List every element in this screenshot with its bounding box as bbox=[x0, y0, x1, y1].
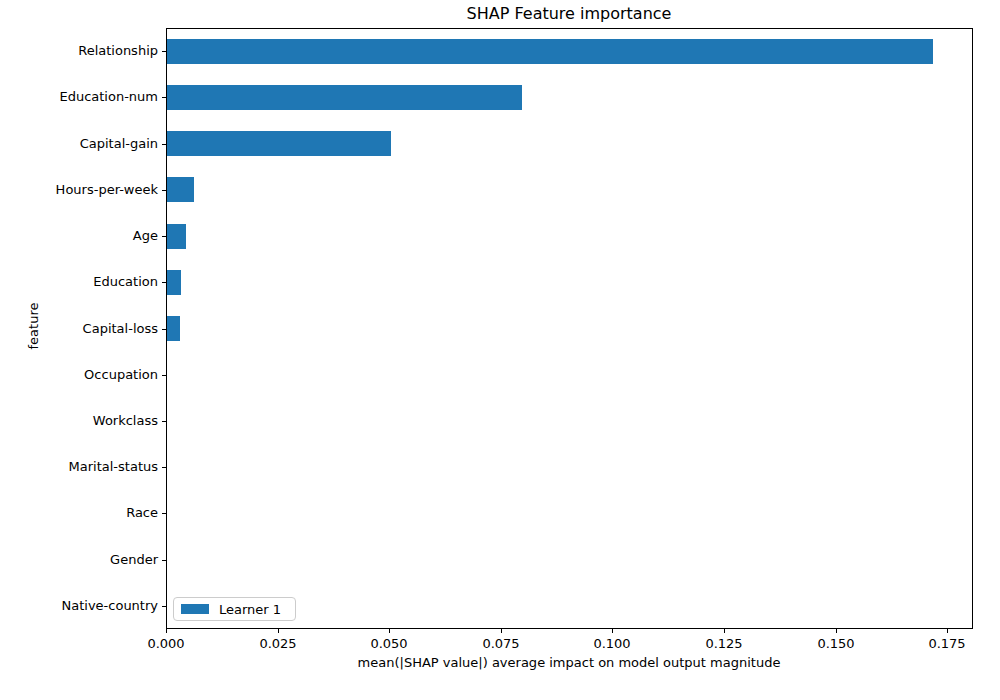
y-tick-label-gender: Gender bbox=[8, 551, 158, 569]
y-tick-label-capital-gain: Capital-gain bbox=[8, 135, 158, 153]
x-tick-mark bbox=[166, 629, 167, 633]
bar-education bbox=[167, 270, 181, 295]
y-tick-mark bbox=[162, 236, 166, 237]
x-tick-label: 0.125 bbox=[705, 636, 742, 651]
y-tick-label-native-country: Native-country bbox=[8, 597, 158, 615]
bar-capital-loss bbox=[167, 316, 180, 341]
chart-title: SHAP Feature importance bbox=[467, 4, 672, 23]
x-tick-label: 0.100 bbox=[593, 636, 630, 651]
x-tick-mark bbox=[612, 629, 613, 633]
y-tick-label-education-num: Education-num bbox=[8, 88, 158, 106]
bar-capital-gain bbox=[167, 131, 391, 156]
bar-education-num bbox=[167, 85, 522, 110]
y-tick-label-marital-status: Marital-status bbox=[8, 458, 158, 476]
legend: Learner 1 bbox=[173, 597, 296, 621]
bar-relationship bbox=[167, 39, 933, 64]
x-tick-label: 0.025 bbox=[259, 636, 296, 651]
y-tick-label-education: Education bbox=[8, 273, 158, 291]
legend-label: Learner 1 bbox=[219, 602, 281, 617]
y-tick-mark bbox=[162, 606, 166, 607]
x-tick-mark bbox=[724, 629, 725, 633]
x-tick-label: 0.075 bbox=[482, 636, 519, 651]
x-tick-label: 0.150 bbox=[817, 636, 854, 651]
y-tick-label-relationship: Relationship bbox=[8, 42, 158, 60]
y-tick-mark bbox=[162, 190, 166, 191]
y-tick-mark bbox=[162, 51, 166, 52]
y-tick-label-race: Race bbox=[8, 504, 158, 522]
legend-swatch-icon bbox=[181, 604, 209, 614]
y-tick-label-capital-loss: Capital-loss bbox=[8, 320, 158, 338]
y-tick-label-age: Age bbox=[8, 227, 158, 245]
y-tick-mark bbox=[162, 421, 166, 422]
bar-hours-per-week bbox=[167, 177, 194, 202]
y-tick-mark bbox=[162, 467, 166, 468]
y-tick-mark bbox=[162, 329, 166, 330]
x-tick-mark bbox=[947, 629, 948, 633]
y-tick-mark bbox=[162, 144, 166, 145]
x-tick-mark bbox=[389, 629, 390, 633]
x-tick-mark bbox=[501, 629, 502, 633]
y-tick-mark bbox=[162, 97, 166, 98]
x-tick-label: 0.000 bbox=[147, 636, 184, 651]
x-tick-label: 0.050 bbox=[370, 636, 407, 651]
shap-feature-importance-figure: SHAP Feature importance feature Learner … bbox=[0, 0, 1000, 700]
x-tick-label: 0.175 bbox=[928, 636, 965, 651]
y-tick-mark bbox=[162, 513, 166, 514]
y-tick-mark bbox=[162, 282, 166, 283]
y-tick-mark bbox=[162, 560, 166, 561]
y-tick-mark bbox=[162, 375, 166, 376]
bar-age bbox=[167, 224, 186, 249]
x-tick-mark bbox=[278, 629, 279, 633]
y-tick-label-hours-per-week: Hours-per-week bbox=[8, 181, 158, 199]
y-tick-label-occupation: Occupation bbox=[8, 366, 158, 384]
x-tick-mark bbox=[836, 629, 837, 633]
plot-area: Learner 1 bbox=[166, 28, 973, 629]
y-tick-label-workclass: Workclass bbox=[8, 412, 158, 430]
x-axis-label: mean(|SHAP value|) average impact on mod… bbox=[358, 655, 781, 670]
